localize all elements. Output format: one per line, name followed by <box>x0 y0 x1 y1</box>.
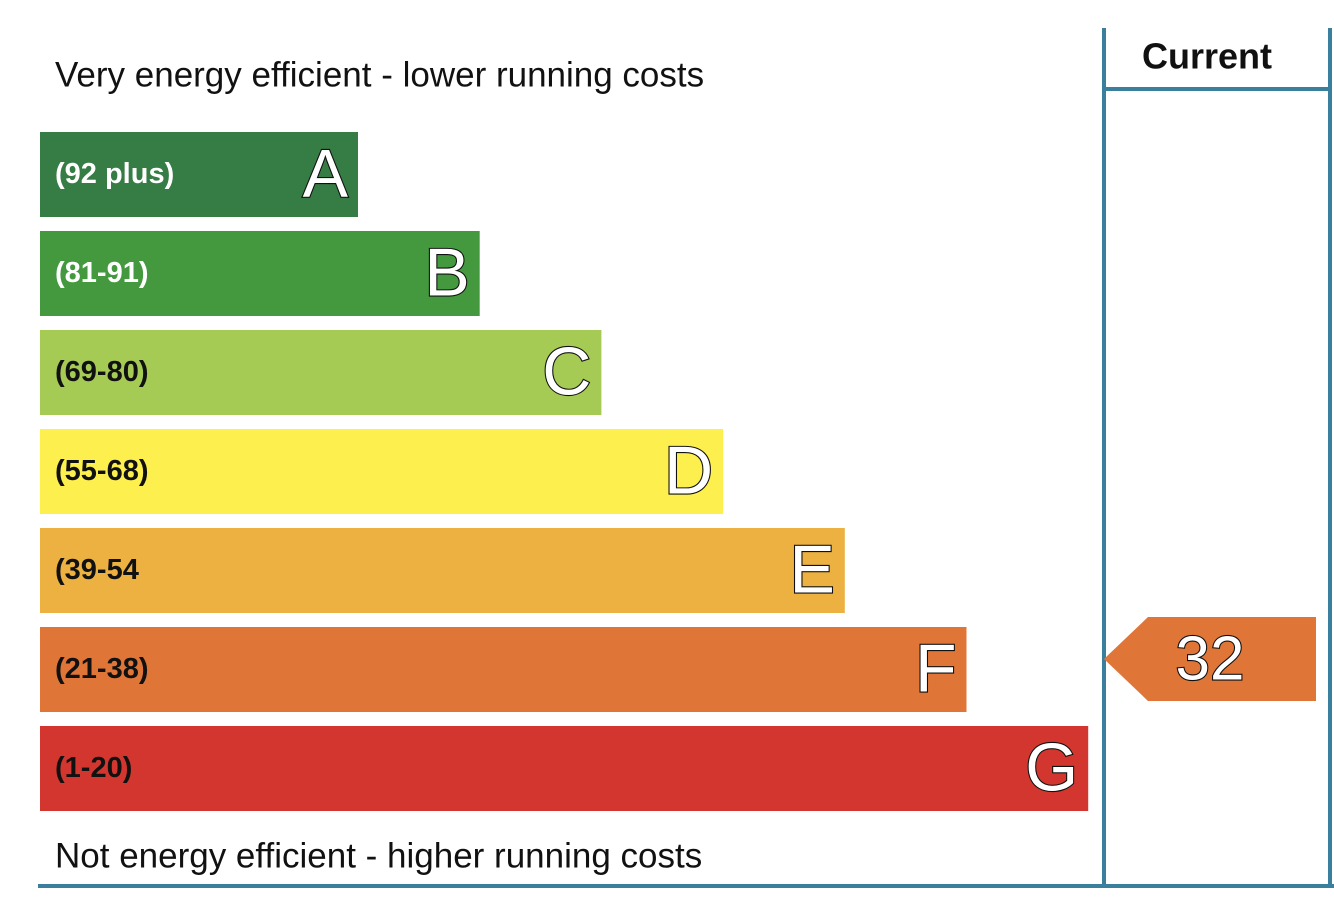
band-letter: A <box>303 135 349 211</box>
band-range: (1-20) <box>55 752 132 784</box>
band-letter: B <box>424 234 469 310</box>
current-title: Current <box>1142 36 1272 77</box>
band-range: (55-68) <box>55 455 149 487</box>
bottom-caption: Not energy efficient - higher running co… <box>55 836 702 875</box>
rating-band <box>40 429 724 514</box>
rating-band <box>40 726 1089 811</box>
band-range: (39-54 <box>55 554 139 586</box>
current-arrow <box>1104 617 1316 701</box>
band-letter: D <box>664 432 713 508</box>
band-range: (21-38) <box>55 653 149 685</box>
rating-band <box>40 528 845 613</box>
rating-band <box>40 330 602 415</box>
rating-band <box>40 231 480 316</box>
band-letter: C <box>542 333 591 409</box>
top-caption: Very energy efficient - lower running co… <box>55 55 704 94</box>
current-value: 32 <box>1176 624 1245 693</box>
rating-band <box>40 132 358 217</box>
band-letter: F <box>915 630 957 706</box>
band-letter: G <box>1025 729 1078 805</box>
band-range: (81-91) <box>55 257 149 289</box>
band-range: (92 plus) <box>55 158 174 190</box>
rating-band <box>40 627 967 712</box>
band-letter: E <box>789 531 834 607</box>
band-range: (69-80) <box>55 356 149 388</box>
